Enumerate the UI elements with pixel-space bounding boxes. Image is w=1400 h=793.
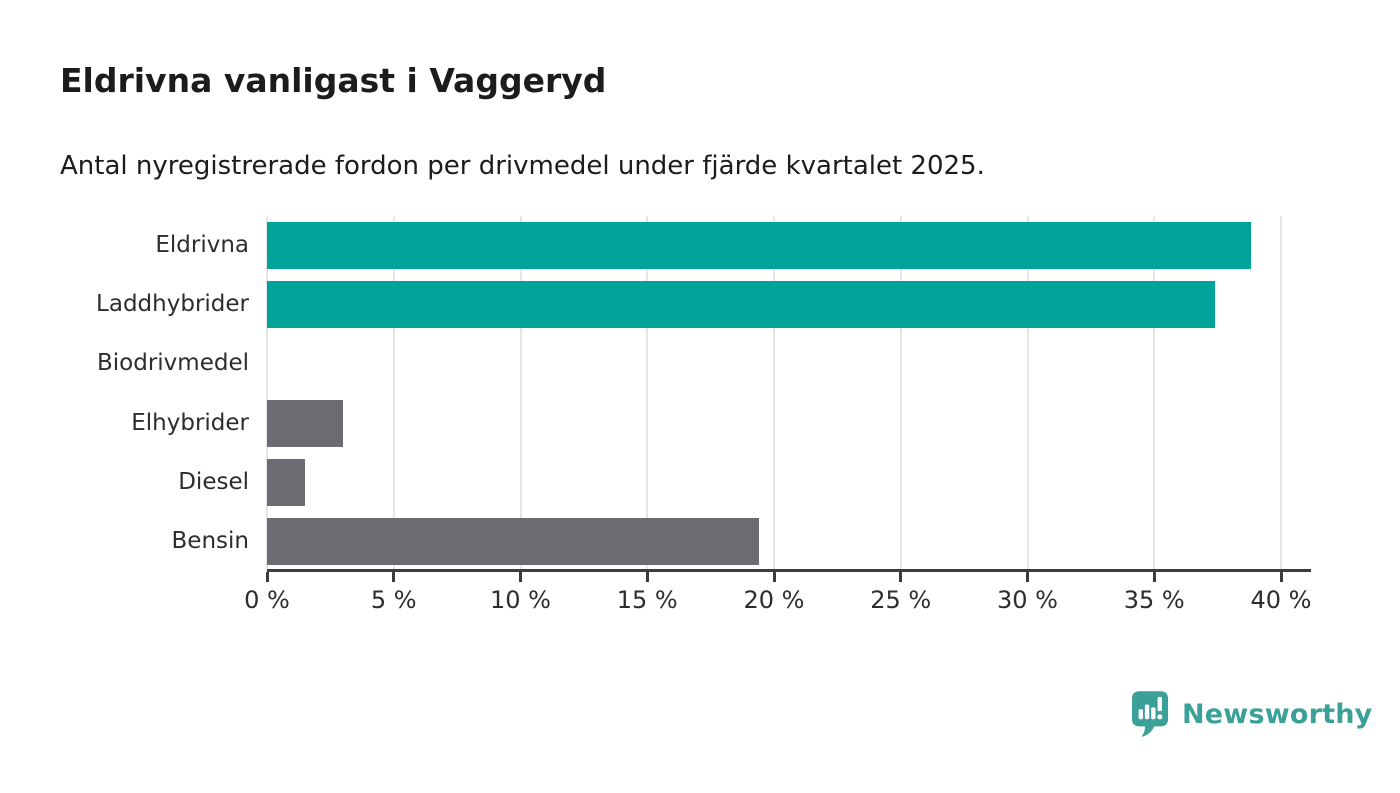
bar [267,281,1216,329]
x-tick [772,572,776,582]
category-label: Biodrivmedel [97,350,249,377]
x-tick [1026,572,1029,582]
x-tick [392,572,396,582]
x-axis: 0 % 5 % 10 % 15 % 20 % 25 % 30 % 35 % 40 % [244,569,1311,624]
x-tick-label: 35 % [1123,586,1185,614]
bar [267,458,306,506]
bar [267,517,759,565]
x-tick [519,572,522,582]
bar-track [267,517,1281,565]
bar-track [267,458,1281,506]
x-tick-label: 40 % [1250,586,1312,614]
x-tick [1152,572,1156,582]
bar-row: Eldrivna [60,216,1281,275]
bar-row: Elhybrider [60,394,1281,453]
gridline [773,216,775,571]
gridline [1026,216,1029,571]
bar-row: Biodrivmedel [60,334,1281,393]
x-tick [1279,572,1283,582]
gridline [1153,216,1156,571]
category-label: Elhybrider [131,409,249,436]
newsworthy-chart-bubble-icon [1131,691,1169,737]
x-axis-line [267,569,1311,572]
gridline [899,216,902,571]
newsworthy-logo-text: Newsworthy [1182,698,1373,730]
x-tick-label: 15 % [616,586,678,614]
gridline [392,216,395,571]
plot-area [266,216,1282,571]
gridline [1280,216,1282,571]
page-title: Eldrivna vanligast i Vaggeryd [60,61,607,100]
x-tick-label: 0 % [244,586,290,614]
bar-row: Laddhybrider [60,275,1281,334]
bar [267,222,1251,270]
category-label: Laddhybrider [96,291,249,318]
chart-subtitle: Antal nyregistrerade fordon per drivmede… [60,151,985,181]
x-tick-label: 5 % [370,586,417,614]
gridline [646,216,649,571]
bar-track [267,222,1281,270]
x-tick-label: 10 % [490,586,551,614]
x-tick-label: 30 % [997,586,1058,614]
x-tick-label: 25 % [870,586,932,614]
gridline [266,216,268,571]
bar-row: Bensin [60,512,1281,571]
x-tick [265,572,269,582]
bar-track [267,340,1281,387]
category-label: Eldrivna [155,232,249,259]
bar-track [267,399,1281,447]
category-label: Diesel [178,468,249,495]
bar [267,399,344,447]
category-label: Bensin [171,527,249,554]
chart-rows: Eldrivna Laddhybrider Biodrivmedel Elhybrid… [60,216,1281,571]
bar-row: Diesel [60,453,1281,512]
newsworthy-logo: Newsworthy [1131,690,1372,738]
x-tick [899,572,903,582]
bar-track [267,281,1281,329]
x-tick [645,572,649,582]
gridline [519,216,522,571]
x-tick-label: 20 % [743,586,805,614]
